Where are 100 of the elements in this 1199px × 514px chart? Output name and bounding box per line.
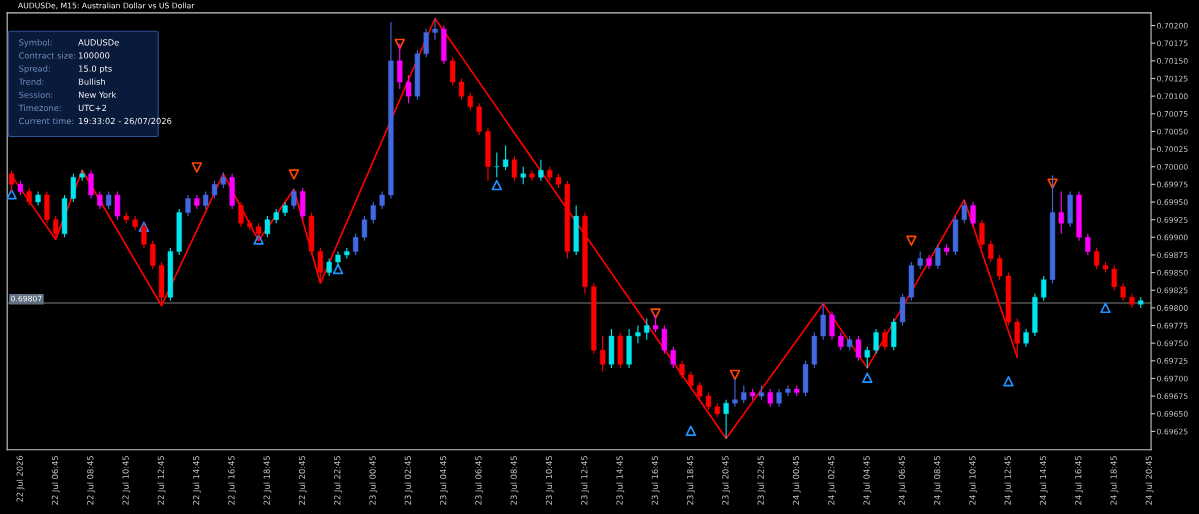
- x-tick-label: 22 Jul 10:45: [122, 456, 131, 505]
- x-tick-label: 22 Jul 16:45: [228, 456, 237, 505]
- x-tick-label: 22 Jul 14:45: [192, 456, 201, 505]
- candlestick: [397, 42, 403, 90]
- candlestick: [1094, 247, 1100, 270]
- x-tick-label: 22 Jul 08:45: [86, 456, 95, 505]
- point: [7, 189, 17, 200]
- candlestick: [988, 240, 994, 263]
- x-tick-label: 23 Jul 06:45: [475, 456, 484, 505]
- candlestick: [829, 310, 835, 341]
- x-tick-label: 24 Jul 20:45: [1145, 456, 1154, 505]
- candlestick: [1085, 233, 1091, 256]
- point: [685, 425, 697, 436]
- x-tick-label: 24 Jul 08:45: [933, 456, 942, 505]
- point: [1003, 376, 1014, 387]
- x-tick-label: 24 Jul 00:45: [792, 456, 801, 505]
- x-tick-label: 24 Jul 10:45: [969, 456, 978, 505]
- candlestick: [723, 399, 729, 440]
- x-tick-label: 23 Jul 18:45: [686, 456, 695, 505]
- point: [1047, 178, 1058, 189]
- candlestick: [353, 233, 359, 256]
- annotation: Timezone:: [18, 104, 61, 112]
- point: [394, 38, 405, 50]
- x-tick-label: 24 Jul 04:45: [863, 456, 872, 505]
- annotation: Contract size:: [19, 52, 76, 59]
- x-tick-label: 22 Jul 12:45: [157, 456, 166, 505]
- candlestick: [450, 56, 456, 87]
- candlestick: [141, 222, 147, 249]
- annotation: UTC+2: [78, 104, 107, 112]
- candlestick: [529, 169, 535, 182]
- x-tick-label: 23 Jul 12:45: [580, 456, 589, 505]
- annotation: Symbol:: [19, 39, 52, 48]
- annotation: New York: [78, 91, 117, 98]
- x-tick-label: 22 Jul 06:45: [51, 456, 60, 505]
- x-tick-label: 24 Jul 06:45: [898, 456, 907, 505]
- annotation: Trend:: [18, 78, 44, 85]
- annotation: 19:33:02 - 26/07/2026: [79, 117, 172, 125]
- x-tick-label: 23 Jul 10:45: [545, 456, 554, 505]
- candlestick: [855, 335, 862, 362]
- candlestick: [432, 17, 438, 41]
- point: [491, 179, 503, 191]
- x-tick-label: 24 Jul 18:45: [1110, 456, 1119, 505]
- point: [906, 235, 917, 247]
- annotation: Spread:: [19, 65, 50, 74]
- candlestick: [961, 199, 967, 224]
- candlestick: [70, 173, 76, 203]
- annotation: Current time:: [19, 117, 74, 125]
- point: [862, 372, 873, 383]
- point: [191, 162, 203, 173]
- candlestick: [882, 328, 888, 351]
- candlestick: [494, 152, 500, 178]
- x-tick-label: 23 Jul 02:45: [404, 456, 413, 505]
- candlestick: [185, 194, 191, 217]
- annotation: 15.0 pts: [79, 65, 112, 74]
- candlestick: [150, 240, 156, 270]
- candlestick: [238, 201, 244, 228]
- candlestick: [1041, 275, 1047, 302]
- x-tick-label: 24 Jul 02:45: [827, 456, 836, 505]
- candlestick: [732, 377, 738, 408]
- point: [729, 369, 741, 381]
- x-tick-label: 23 Jul 04:45: [439, 456, 448, 505]
- x-tick-label: 23 Jul 16:45: [651, 456, 660, 505]
- x-tick-label: 24 Jul 16:45: [1074, 456, 1083, 505]
- candlestick: [820, 303, 826, 341]
- candlestick: [264, 215, 271, 238]
- x-tick-label: 23 Jul 14:45: [616, 456, 625, 505]
- x-tick-label: 23 Jul 20:45: [722, 456, 731, 505]
- x-tick-label: 22 Jul 18:45: [263, 456, 272, 505]
- candlestick: [423, 28, 429, 58]
- x-tick-label: 24 Jul 12:45: [1004, 456, 1013, 505]
- point: [1100, 302, 1111, 314]
- candlestick: [1058, 190, 1064, 235]
- annotation: 100000: [79, 52, 110, 59]
- candlestick: [1111, 264, 1117, 291]
- candlestick: [970, 201, 976, 228]
- x-tick-label: 22 Jul 2026: [16, 455, 25, 502]
- annotation: Bullish: [78, 78, 105, 85]
- candlestick: [600, 335, 606, 372]
- candlestick: [114, 190, 121, 221]
- candlestick: [635, 324, 641, 344]
- annotation: Session:: [19, 91, 53, 98]
- annotation: AUDUSDe: [78, 39, 119, 46]
- candlestick: [873, 328, 879, 355]
- x-tick-label: 23 Jul 22:45: [757, 456, 766, 505]
- candlestick: [370, 201, 376, 224]
- x-tick-label: 23 Jul 08:45: [510, 456, 519, 505]
- x-tick-label: 22 Jul 22:45: [333, 456, 342, 505]
- candlestick: [661, 324, 668, 355]
- candlestick: [361, 215, 368, 242]
- candlestick: [511, 155, 518, 182]
- x-tick-label: 23 Jul 00:45: [369, 456, 378, 505]
- candlestick: [291, 188, 297, 210]
- candlestick: [864, 346, 870, 369]
- candlestick: [317, 247, 323, 284]
- candlestick: [502, 144, 509, 171]
- x-tick-label: 22 Jul 20:45: [298, 456, 307, 505]
- candlestick: [538, 159, 544, 182]
- x-tick-label: 24 Jul 14:45: [1039, 456, 1048, 505]
- candlestick: [670, 346, 676, 369]
- point: [288, 169, 300, 180]
